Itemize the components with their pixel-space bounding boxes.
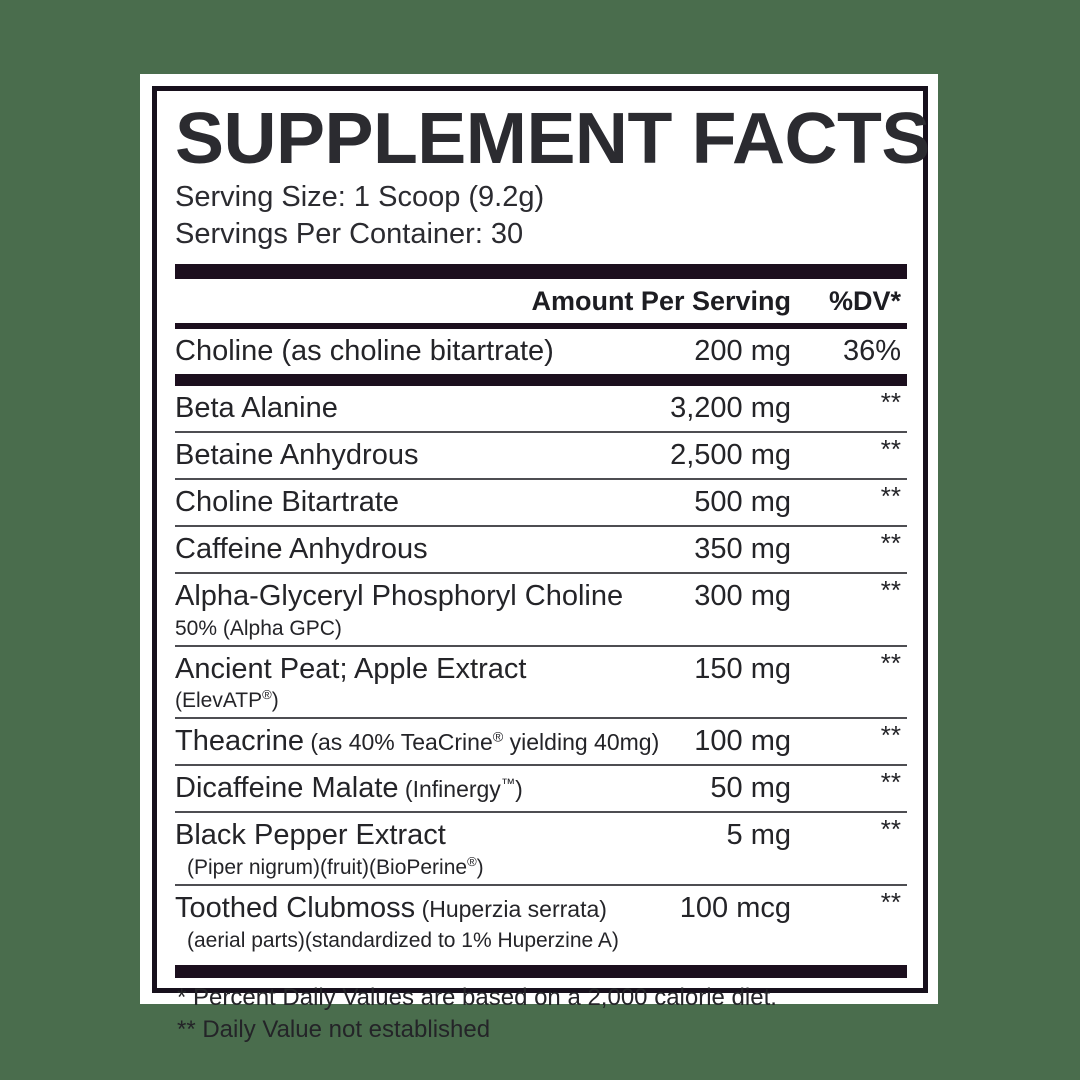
ingredient-names: Black Pepper Extract (Piper nigrum)(fruit… [175,818,523,880]
serving-size: Serving Size: 1 Scoop (9.2g) [175,181,545,213]
ingredient-subline: 50% (Alpha GPC) [175,616,342,640]
table-row-choline-primary: Choline (as choline bitartrate) 200 mg 3… [175,329,907,374]
row-divider [175,811,907,814]
table-row: Betaine Anhydrous 2,500 mg ** [175,433,907,478]
ingredient-name: Betaine Anhydrous [175,439,419,472]
ingredient-names: Toothed Clubmoss (Huperzia serrata) (aeri… [175,891,619,953]
ingredient-subline: (Piper nigrum)(fruit)(BioPerine®) [187,853,484,879]
table-row: Ancient Peat; Apple Extract (ElevATP®) 150… [175,647,907,718]
ingredient-dv: 36% [842,335,901,368]
ingredient-dv: ** [880,434,901,465]
servings-per-container: Servings Per Container: 30 [175,217,524,250]
row-divider [175,478,907,481]
ingredient-subline: (ElevATP®) [175,687,279,713]
ingredient-dv: ** [880,814,901,845]
ingredient-name: Black Pepper Extract [175,819,446,852]
ingredient-name: Caffeine Anhydrous [175,533,428,566]
ingredient-qualifier: (Huperzia serrata) [415,896,607,923]
ingredient-dv: ** [880,767,901,798]
supplement-facts-label: SUPPLEMENT FACTS Serving Size: 1 Scoop (… [152,86,930,1043]
ingredient-dv: ** [880,720,901,751]
ingredient-amount: 150 mg [694,652,791,685]
ingredient-names: Theacrine (as 40% TeaCrine® yielding 40m… [175,724,660,758]
row-divider [175,644,907,647]
ingredient-names: Betaine Anhydrous [175,438,523,471]
row-divider [175,431,907,434]
ingredient-amount: 3,200 mg [670,392,791,425]
ingredient-names: Beta Alanine [175,391,523,424]
table-row: Toothed Clubmoss (Huperzia serrata) (aeri… [175,886,907,957]
ingredient-names: Choline Bitartrate [175,485,523,518]
ingredient-amount: 500 mg [694,486,791,519]
ingredient-amount: 300 mg [694,580,791,613]
table-header-row: Amount Per Serving %DV* [175,279,907,323]
ingredient-dv: ** [880,387,901,418]
ingredient-names: Caffeine Anhydrous [175,532,523,565]
footnote-dv-not-established: ** Daily Value not established [177,1015,491,1043]
ingredient-qualifier: (Infinergy™) [398,776,523,803]
ingredient-dv: ** [880,647,901,678]
table-row: Caffeine Anhydrous 350 mg ** [175,527,907,572]
ingredient-amount: 200 mg [694,335,791,368]
ingredient-name: Beta Alanine [175,392,338,425]
ingredient-dv: ** [880,887,901,918]
row-divider [175,525,907,528]
table-row: Black Pepper Extract (Piper nigrum)(fruit… [175,813,907,884]
divider-footer-bar [175,964,907,978]
ingredient-amount: 100 mcg [679,892,791,925]
row-divider [175,717,907,720]
ingredient-amount: 2,500 mg [670,439,791,472]
ingredient-name: Ancient Peat; Apple Extract [175,652,527,685]
ingredient-dv: ** [880,481,901,512]
ingredient-names: Dicaffeine Malate (Infinergy™) [175,771,523,804]
ingredient-amount: 50 mg [710,772,791,805]
table-row: Dicaffeine Malate (Infinergy™) 50 mg ** [175,766,907,811]
amount-per-serving-header: Amount Per Serving [531,286,791,317]
ingredient-name: Theacrine (as 40% TeaCrine® yielding 40m… [175,725,660,758]
row-divider [175,764,907,767]
ingredient-list: Beta Alanine 3,200 mg ** Betaine Anhydrous 2… [175,386,907,957]
ingredient-dv: ** [880,575,901,606]
ingredient-names: Alpha-Glyceryl Phosphoryl Choline 50% (Al… [175,579,624,641]
ingredient-name: Choline (as choline bitartrate) [175,335,554,368]
ingredient-name: Toothed Clubmoss (Huperzia serrata) [175,892,607,925]
divider-thick-top [175,264,907,280]
ingredient-amount: 100 mg [694,725,791,758]
table-row: Theacrine (as 40% TeaCrine® yielding 40m… [175,719,907,764]
ingredient-name: Choline Bitartrate [175,486,400,519]
percent-dv-header: %DV* [828,286,901,317]
ingredient-amount: 350 mg [694,533,791,566]
ingredient-name: Alpha-Glyceryl Phosphoryl Choline [175,580,624,613]
row-divider [175,884,907,887]
ingredient-dv: ** [880,528,901,559]
ingredient-amount: 5 mg [726,819,791,852]
row-divider [175,572,907,575]
page-title: SUPPLEMENT FACTS [175,99,930,179]
label-panel: SUPPLEMENT FACTS Serving Size: 1 Scoop (… [140,74,938,1043]
divider-under-header [175,323,907,330]
footnote-daily-value-basis: * Percent Daily Values are based on a 2,… [177,983,777,1011]
ingredient-names: Ancient Peat; Apple Extract (ElevATP®) [175,652,527,714]
ingredient-name: Dicaffeine Malate (Infinergy™) [175,772,523,805]
table-row: Alpha-Glyceryl Phosphoryl Choline 50% (Al… [175,574,907,645]
ingredient-qualifier: (as 40% TeaCrine® yielding 40mg) [303,729,660,756]
ingredient-subline: (aerial parts)(standardized to 1% Huperz… [187,928,619,952]
divider-heavy-under-choline [175,374,907,387]
table-row: Beta Alanine 3,200 mg ** [175,386,907,431]
ingredient-names: Choline (as choline bitartrate) [175,334,554,368]
table-row: Choline Bitartrate 500 mg ** [175,480,907,525]
